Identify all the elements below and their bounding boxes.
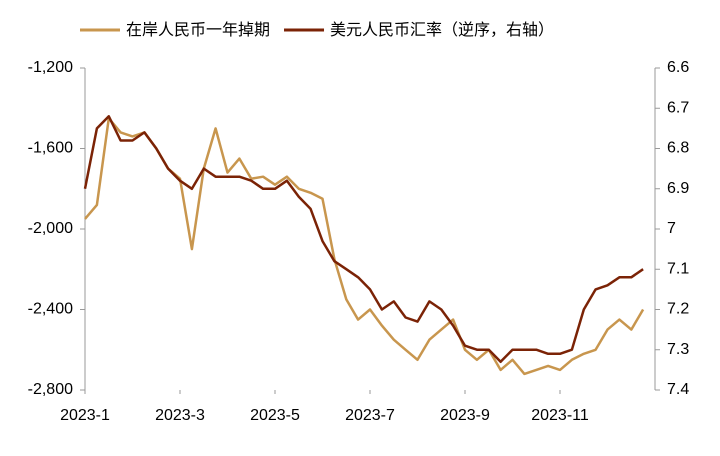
y-tick-label: -2,800	[28, 381, 73, 398]
y2-tick-label: 6.7	[667, 99, 689, 116]
x-tick-label: 2023-5	[250, 407, 300, 424]
y2-tick-label: 7.1	[667, 260, 689, 277]
legend-label: 美元人民币汇率（逆序，右轴）	[330, 21, 554, 39]
y2-tick-label: 6.9	[667, 180, 689, 197]
series-line	[83, 115, 644, 364]
y2-tick-label: 7.3	[667, 341, 689, 358]
y2-tick-label: 6.8	[667, 140, 689, 157]
y2-tick-label: 7.2	[667, 301, 689, 318]
y-tick-label: -1,200	[28, 59, 73, 76]
y-tick-label: -1,600	[28, 140, 73, 157]
series-line	[84, 117, 645, 376]
y-tick-label: -2,400	[28, 301, 73, 318]
legend-label: 在岸人民币一年掉期	[126, 21, 270, 39]
y2-tick-label: 7	[667, 220, 676, 237]
x-tick-label: 2023-3	[155, 407, 205, 424]
x-tick-label: 2023-9	[440, 407, 490, 424]
y2-tick-label: 7.4	[667, 381, 689, 398]
x-tick-label: 2023-11	[531, 407, 589, 424]
x-tick-label: 2023-1	[60, 407, 110, 424]
y-tick-label: -2,000	[28, 220, 73, 237]
x-tick-label: 2023-7	[345, 407, 395, 424]
y2-tick-label: 6.6	[667, 59, 689, 76]
